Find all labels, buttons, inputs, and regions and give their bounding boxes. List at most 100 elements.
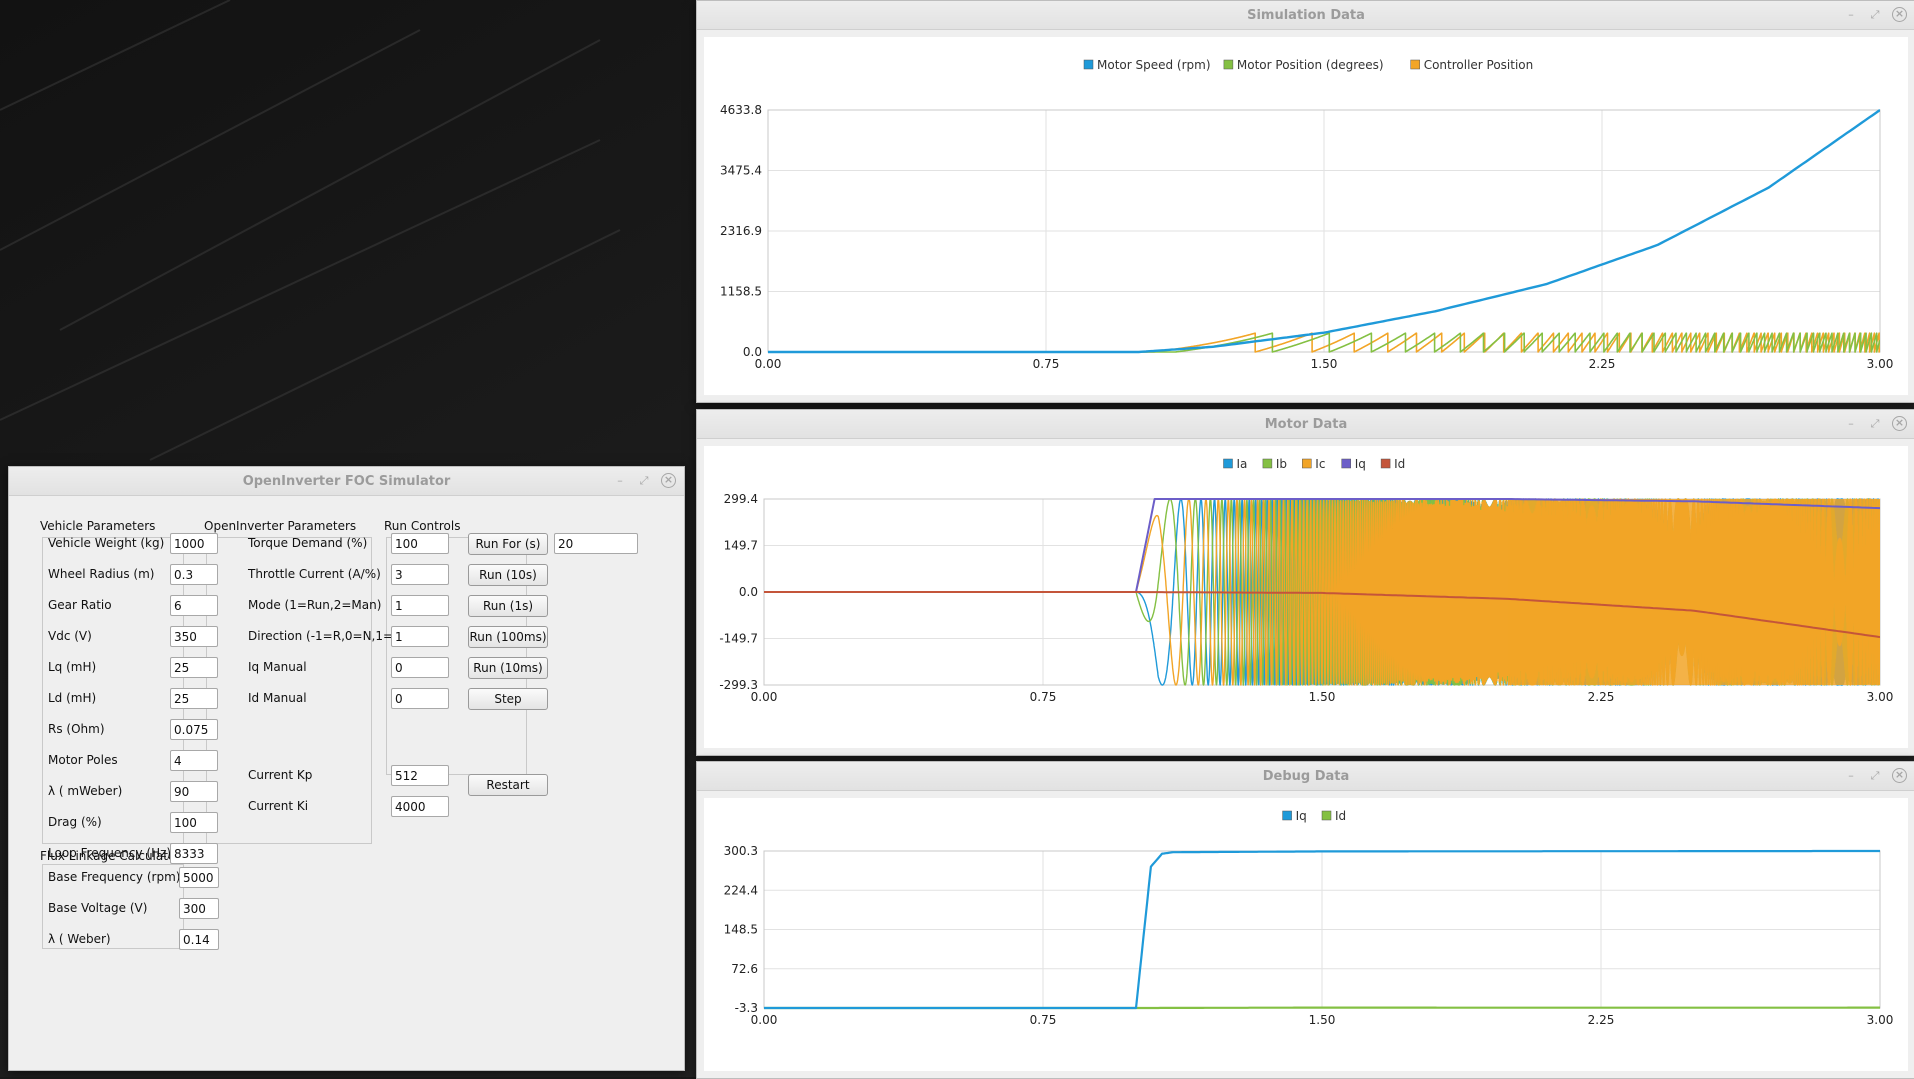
simulation-title-bar[interactable]: Simulation Data – ⤢ × <box>697 1 1914 30</box>
run-for-button[interactable]: Run For (s) <box>468 533 548 555</box>
y-tick-label: 148.5 <box>724 923 758 937</box>
torque-demand-input[interactable] <box>391 533 449 554</box>
lq-mh-input[interactable] <box>170 657 218 678</box>
inverter-field-label: Current Kp <box>248 768 312 782</box>
x-tick-label: 3.00 <box>1867 357 1894 371</box>
run-100ms-button[interactable]: Run (100ms) <box>468 626 548 648</box>
legend-swatch <box>1302 459 1311 468</box>
x-tick-label: 3.00 <box>1867 1013 1894 1027</box>
plot-area <box>764 499 1880 685</box>
vehicle-field-label: Vdc (V) <box>48 629 92 643</box>
drag-input[interactable] <box>170 812 218 833</box>
maximize-icon[interactable]: ⤢ <box>636 473 652 489</box>
ic-dense-band <box>1508 499 1880 685</box>
minimize-icon[interactable]: – <box>612 473 628 489</box>
y-tick-label: 2316.9 <box>720 224 762 238</box>
legend-entry: Ic <box>1315 457 1325 471</box>
motor-title-bar[interactable]: Motor Data – ⤢ × <box>697 410 1914 439</box>
vehicle-field-label: Motor Poles <box>48 753 118 767</box>
motor-poles-input[interactable] <box>170 750 218 771</box>
y-tick-label: 300.3 <box>724 844 758 858</box>
y-tick-label: -3.3 <box>735 1001 758 1015</box>
y-tick-label: 72.6 <box>731 962 758 976</box>
run-10s-button[interactable]: Run (10s) <box>468 564 548 586</box>
maximize-icon[interactable]: ⤢ <box>1867 416 1883 432</box>
maximize-icon[interactable]: ⤢ <box>1867 7 1883 23</box>
x-tick-label: 1.50 <box>1309 690 1336 704</box>
legend-swatch <box>1411 60 1420 69</box>
x-tick-label: 0.75 <box>1033 357 1060 371</box>
legend-entry: Motor Position (degrees) <box>1237 58 1384 72</box>
legend-swatch <box>1322 811 1331 820</box>
mode-1-run-2-man-input[interactable] <box>391 595 449 616</box>
minimize-icon[interactable]: – <box>1843 768 1859 784</box>
run-1s-button[interactable]: Run (1s) <box>468 595 548 617</box>
minimize-icon[interactable]: – <box>1843 7 1859 23</box>
gear-ratio-input[interactable] <box>170 595 218 616</box>
legend-swatch <box>1283 811 1292 820</box>
minimize-icon[interactable]: – <box>1843 416 1859 432</box>
y-tick-label: 224.4 <box>724 883 758 897</box>
id-manual-input[interactable] <box>391 688 449 709</box>
direction-1-r-0-n-1-f-input[interactable] <box>391 626 449 647</box>
run-10ms-button[interactable]: Run (10ms) <box>468 657 548 679</box>
rs-ohm-input[interactable] <box>170 719 218 740</box>
close-icon[interactable]: × <box>1892 768 1907 783</box>
restart-button[interactable]: Restart <box>468 774 548 796</box>
legend-swatch <box>1084 60 1093 69</box>
loop-frequency-hz-input[interactable] <box>170 843 218 864</box>
legend-entry: Iq <box>1296 809 1307 823</box>
wheel-radius-m-input[interactable] <box>170 564 218 585</box>
close-icon[interactable]: × <box>1892 416 1907 431</box>
debug-title-bar[interactable]: Debug Data – ⤢ × <box>697 762 1914 791</box>
legend-swatch <box>1263 459 1272 468</box>
foc-title-bar[interactable]: OpenInverter FOC Simulator – ⤢ × <box>9 467 684 496</box>
current-kp-input[interactable] <box>391 765 449 786</box>
x-tick-label: 0.00 <box>755 357 782 371</box>
vehicle-field-label: Drag (%) <box>48 815 102 829</box>
y-tick-label: 149.7 <box>724 539 758 553</box>
step-button[interactable]: Step <box>468 688 548 710</box>
y-tick-label: 0.0 <box>739 585 758 599</box>
foc-simulator-window: OpenInverter FOC Simulator – ⤢ × Vehicle… <box>8 466 685 1071</box>
vehicle-field-label: λ ( mWeber) <box>48 784 122 798</box>
window-title: OpenInverter FOC Simulator <box>9 474 684 489</box>
legend-entry: Id <box>1394 457 1405 471</box>
maximize-icon[interactable]: ⤢ <box>1867 768 1883 784</box>
current-ki-input[interactable] <box>391 796 449 817</box>
y-tick-label: -299.3 <box>719 678 758 692</box>
y-tick-label: 0.0 <box>743 345 762 359</box>
inverter-field-label: Torque Demand (%) <box>248 536 367 550</box>
vehicle-field-label: Gear Ratio <box>48 598 112 612</box>
x-tick-label: 3.00 <box>1867 690 1894 704</box>
vdc-v-input[interactable] <box>170 626 218 647</box>
x-tick-label: 0.00 <box>751 690 778 704</box>
weber-input[interactable] <box>179 929 219 950</box>
run-for-seconds-input[interactable] <box>554 533 638 554</box>
flux-field-label: Base Voltage (V) <box>48 901 147 915</box>
legend-entry: Id <box>1335 809 1346 823</box>
close-icon[interactable]: × <box>661 473 676 488</box>
y-tick-label: 299.4 <box>724 492 758 506</box>
base-frequency-rpm-input[interactable] <box>179 867 219 888</box>
throttle-current-a-input[interactable] <box>391 564 449 585</box>
legend-swatch <box>1224 459 1233 468</box>
inverter-params-title: OpenInverter Parameters <box>204 519 356 533</box>
y-tick-label: 3475.4 <box>720 164 762 178</box>
mweber-input[interactable] <box>170 781 218 802</box>
base-voltage-v-input[interactable] <box>179 898 219 919</box>
window-title: Motor Data <box>697 417 1914 432</box>
x-tick-label: 0.75 <box>1030 1013 1057 1027</box>
window-title: Debug Data <box>697 769 1914 784</box>
iq-manual-input[interactable] <box>391 657 449 678</box>
ld-mh-input[interactable] <box>170 688 218 709</box>
x-tick-label: 2.25 <box>1589 357 1616 371</box>
vehicle-field-label: Loop Frequency (Hz) <box>48 846 171 860</box>
close-icon[interactable]: × <box>1892 7 1907 22</box>
vehicle-weight-kg-input[interactable] <box>170 533 218 554</box>
